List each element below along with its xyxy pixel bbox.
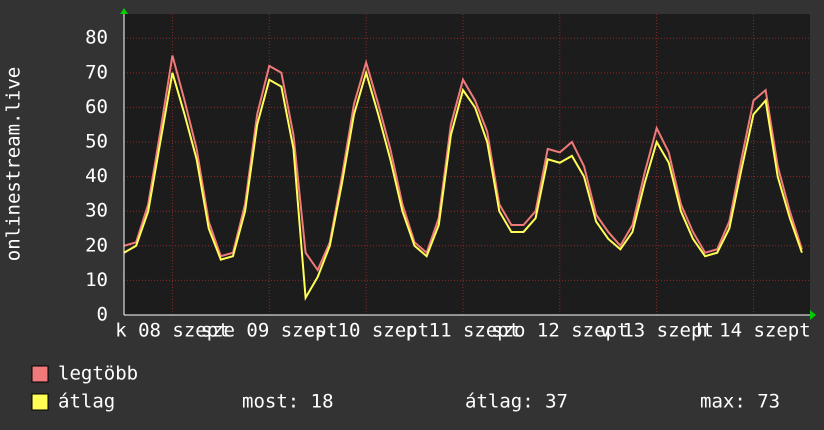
x-tick-label: szo 12 szept (491, 320, 628, 342)
x-tick-label: p 11 szept (406, 320, 520, 342)
stat-label: most: 18 (242, 391, 334, 413)
x-tick-label: k 08 szept (115, 320, 229, 342)
y-tick-label: 60 (85, 96, 108, 118)
y-tick-label: 80 (85, 27, 108, 49)
legend-swatch (31, 393, 49, 411)
x-tick-label: cs 10 szept (303, 320, 429, 342)
x-arrow (810, 310, 816, 320)
y-axis-label: onlinestream.live (3, 67, 25, 261)
stat-label: max: 73 (700, 391, 780, 413)
series-line (123, 55, 803, 273)
x-tick-label: h 14 szept (696, 320, 810, 342)
y-tick-label: 20 (85, 234, 108, 256)
y-tick-label: 50 (85, 131, 108, 153)
stat-label: átlag: 37 (465, 391, 568, 413)
y-tick-label: 40 (85, 165, 108, 187)
legend-label: átlag (58, 391, 115, 413)
x-tick-label: sze 09 szept (201, 320, 338, 342)
y-tick-label: 70 (85, 61, 108, 83)
x-tick-label: v 13 szept (599, 320, 713, 342)
legend-label: legtöbb (58, 363, 138, 385)
y-arrow (120, 8, 128, 14)
series-line (123, 69, 803, 301)
y-tick-label: 10 (85, 269, 108, 291)
y-tick-label: 0 (97, 304, 108, 326)
y-tick-label: 30 (85, 200, 108, 222)
plot-area (124, 14, 810, 315)
legend-swatch (31, 365, 49, 383)
